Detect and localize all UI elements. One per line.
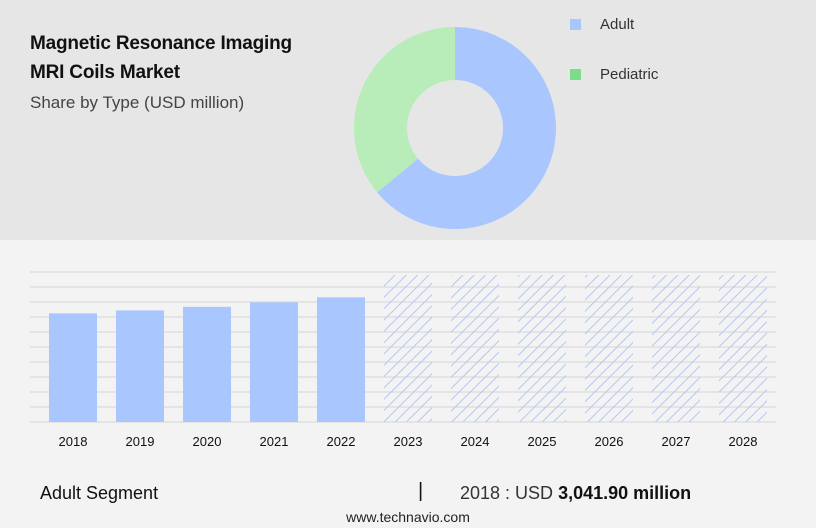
- x-tick-label-2018: 2018: [59, 434, 88, 449]
- segment-label: Adult Segment: [40, 483, 159, 503]
- x-tick-label-2027: 2027: [662, 434, 691, 449]
- segment-value-prefix: 2018 : USD: [460, 483, 559, 503]
- forecast-bar-2028: [719, 275, 767, 422]
- x-tick-label-2023: 2023: [394, 434, 423, 449]
- forecast-bar-2025: [518, 275, 566, 422]
- legend-item-pediatric: Pediatric: [570, 66, 658, 83]
- bar-2019: [116, 310, 164, 422]
- legend-item-adult: Adult: [570, 16, 634, 33]
- footer-separator: |: [418, 480, 424, 502]
- forecast-bar-2024: [451, 275, 499, 422]
- x-tick-label-2022: 2022: [327, 434, 356, 449]
- donut-slice-pediatric: [354, 27, 455, 193]
- legend-swatch-pediatric: [570, 69, 581, 80]
- chart-title-line2: MRI Coils Market: [30, 62, 180, 83]
- chart-subtitle: Share by Type (USD million): [30, 93, 245, 112]
- donut-chart: [354, 27, 556, 230]
- legend-label-pediatric: Pediatric: [600, 66, 659, 83]
- x-tick-label-2028: 2028: [729, 434, 758, 449]
- x-tick-label-2025: 2025: [528, 434, 557, 449]
- bar-chart: 2018 2019 2020 2021 2022 2023 2024 2025 2026 2027…: [30, 271, 776, 449]
- bar-2022: [317, 297, 365, 422]
- legend-swatch-adult: [570, 19, 581, 30]
- x-tick-label-2021: 2021: [260, 434, 289, 449]
- forecast-bar-2027: [652, 275, 700, 422]
- donut-slice-adult: [377, 27, 556, 230]
- bar-2018: [49, 313, 97, 422]
- segment-value-amount: 3,041.90 million: [558, 483, 692, 503]
- forecast-bar-2026: [585, 275, 633, 422]
- bar-2020: [183, 306, 231, 422]
- x-tick-label-2019: 2019: [126, 434, 155, 449]
- forecast-bar-2023: [384, 275, 432, 422]
- legend-label-adult: Adult: [600, 16, 635, 33]
- bar-2021: [250, 302, 298, 422]
- x-tick-label-2026: 2026: [595, 434, 624, 449]
- x-tick-label-2024: 2024: [461, 434, 490, 449]
- source-link[interactable]: www.technavio.com: [346, 509, 470, 525]
- chart-title-line1: Magnetic Resonance Imaging: [30, 33, 292, 54]
- segment-value: 2018 : USD 3,041.90 million: [460, 483, 691, 504]
- x-tick-label-2020: 2020: [193, 434, 222, 449]
